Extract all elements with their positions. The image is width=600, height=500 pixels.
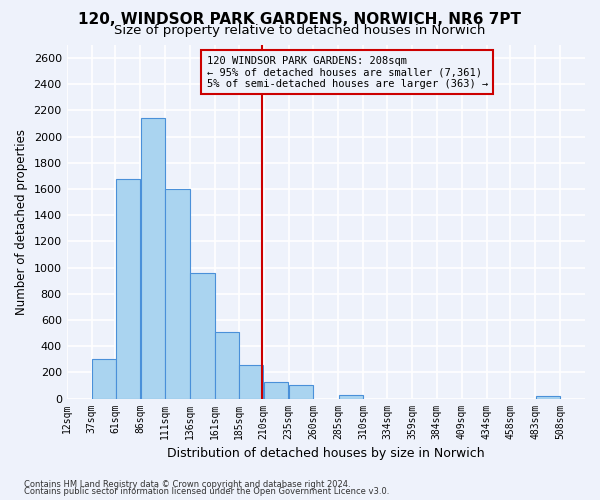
Text: Contains HM Land Registry data © Crown copyright and database right 2024.: Contains HM Land Registry data © Crown c… [24,480,350,489]
Text: 120 WINDSOR PARK GARDENS: 208sqm
← 95% of detached houses are smaller (7,361)
5%: 120 WINDSOR PARK GARDENS: 208sqm ← 95% o… [206,56,488,89]
Text: Contains public sector information licensed under the Open Government Licence v3: Contains public sector information licen… [24,488,389,496]
Bar [264,382,288,398]
Bar [92,360,116,399]
Bar [289,386,313,398]
Y-axis label: Number of detached properties: Number of detached properties [15,129,28,315]
Bar [239,365,263,398]
Text: 120, WINDSOR PARK GARDENS, NORWICH, NR6 7PT: 120, WINDSOR PARK GARDENS, NORWICH, NR6 … [79,12,521,28]
Bar [140,118,165,398]
X-axis label: Distribution of detached houses by size in Norwich: Distribution of detached houses by size … [167,447,485,460]
Bar [338,394,363,398]
Bar [536,396,560,398]
Bar [190,273,215,398]
Bar [215,332,239,398]
Bar [116,178,140,398]
Bar [166,189,190,398]
Text: Size of property relative to detached houses in Norwich: Size of property relative to detached ho… [115,24,485,37]
